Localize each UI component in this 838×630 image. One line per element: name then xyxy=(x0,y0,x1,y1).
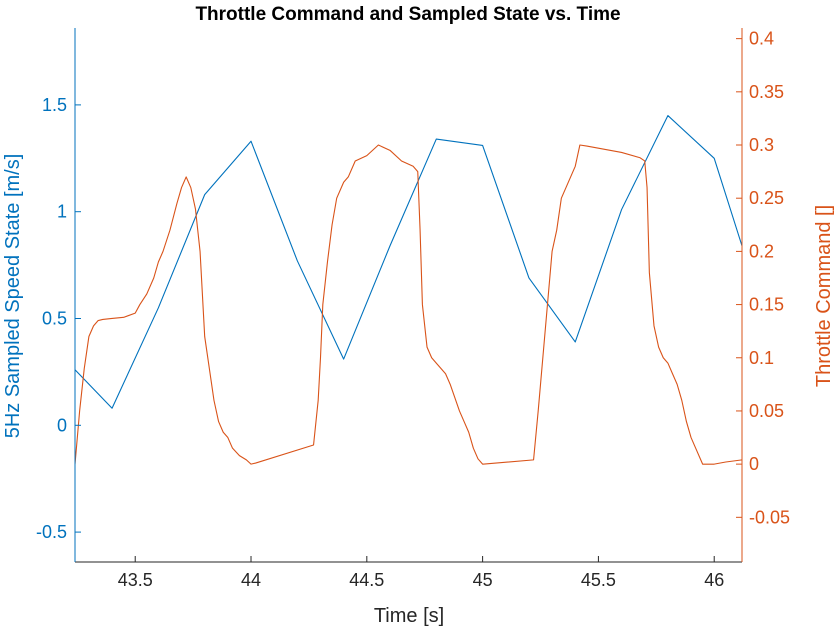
y-right-tick-label: 0.1 xyxy=(749,348,774,368)
x-tick-label: 44.5 xyxy=(349,570,384,590)
y-right-axis-title: Throttle Command [] xyxy=(813,205,835,387)
x-tick-label: 43.5 xyxy=(118,570,153,590)
y-right-tick-label: 0.15 xyxy=(749,295,784,315)
y-left-tick-label: -0.5 xyxy=(36,522,67,542)
x-tick-label: 45 xyxy=(473,570,493,590)
series-line-throttle-command xyxy=(74,144,743,465)
x-tick-label: 46 xyxy=(704,570,724,590)
chart-title: Throttle Command and Sampled State vs. T… xyxy=(195,4,620,25)
x-axis-title: Time [s] xyxy=(374,605,444,627)
y-right-tick-label: 0.2 xyxy=(749,241,774,261)
x-tick-label: 44 xyxy=(241,570,261,590)
y-right-tick-label: -0.05 xyxy=(749,507,790,527)
y-left-axis-title: 5Hz Sampled Speed State [m/s] xyxy=(2,154,24,439)
y-left-tick-label: 1.5 xyxy=(42,95,67,115)
y-right-tick-label: 0.3 xyxy=(749,135,774,155)
y-left-tick-label: 1 xyxy=(57,202,67,222)
y-right-tick-label: 0.35 xyxy=(749,82,784,102)
y-right-tick-label: 0 xyxy=(749,454,759,474)
y-left-tick-label: 0.5 xyxy=(42,308,67,328)
y-left-tick-label: 0 xyxy=(57,415,67,435)
plot-layer xyxy=(74,115,743,465)
y-right-tick-label: 0.05 xyxy=(749,401,784,421)
y-right-tick-label: 0.25 xyxy=(749,188,784,208)
y-right-tick-label: 0.4 xyxy=(749,29,774,49)
x-tick-label: 45.5 xyxy=(581,570,616,590)
axes-layer: 43.5 44 44.5 45 45.5 46 -0.5 0 0.5 1 1.5 -0.05 0 0.05… xyxy=(36,28,790,590)
